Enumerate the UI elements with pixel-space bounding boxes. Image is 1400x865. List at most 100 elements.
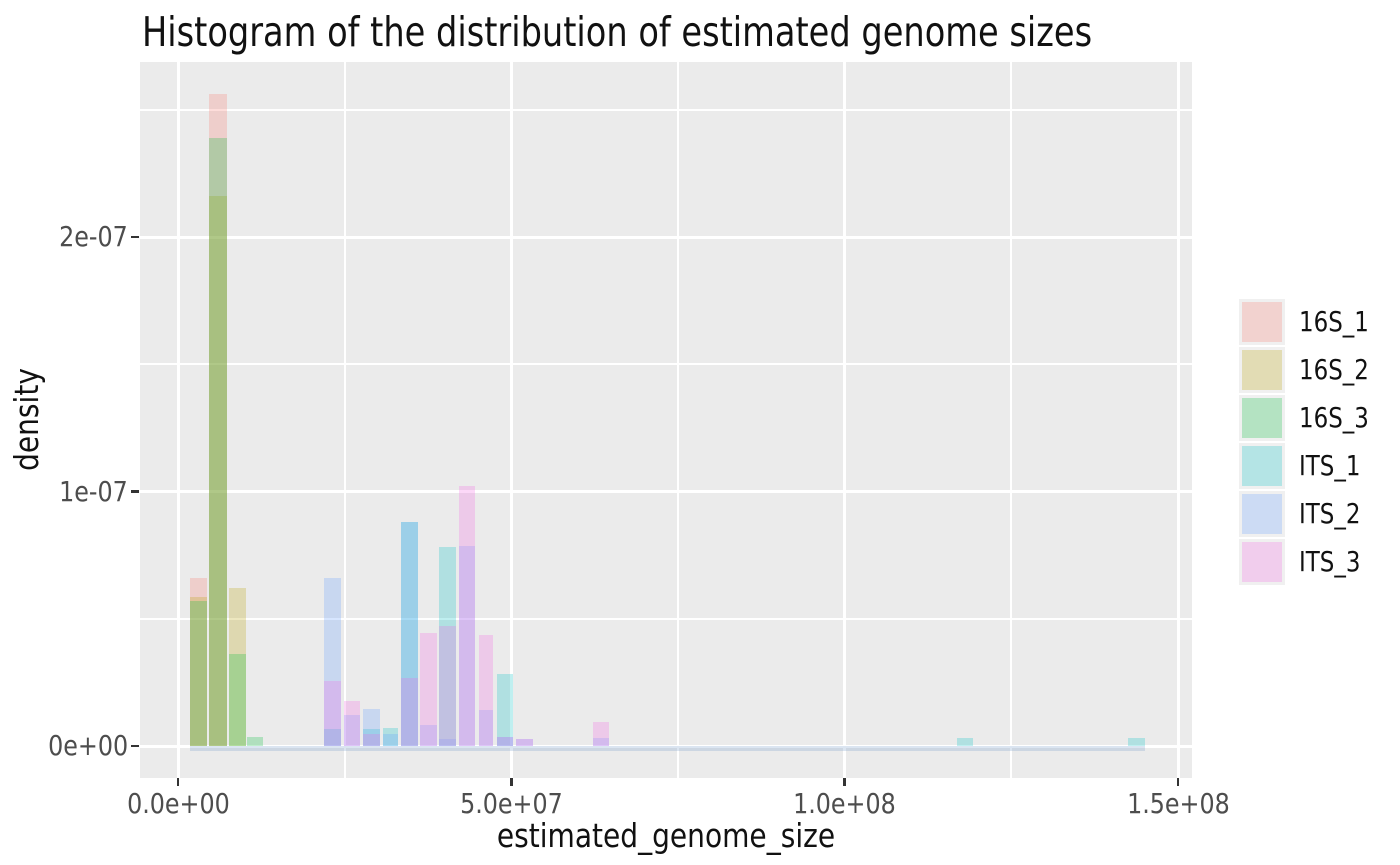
- x-tick-label-text: 1.5e+08: [1126, 787, 1230, 820]
- histogram-bar-ITS_2: [324, 578, 341, 746]
- histogram-bar-ITS_2: [401, 522, 418, 746]
- legend-key-16S_2: [1239, 347, 1285, 393]
- histogram-bar-ITS_1: [1128, 737, 1146, 746]
- histogram-bar-ITS_3: [401, 677, 418, 746]
- legend-key-16S_3: [1239, 395, 1285, 441]
- x-axis-title: estimated_genome_size: [366, 816, 966, 855]
- gridline-y-major: [140, 235, 1192, 239]
- x-tick-mark: [176, 778, 180, 786]
- x-tick-label: 0.0e+00: [78, 787, 278, 821]
- histogram-bar-ITS_2: [439, 739, 456, 746]
- legend-key-ITS_1: [1239, 443, 1285, 489]
- legend-swatch-ITS_3: [1242, 542, 1282, 582]
- histogram-bar-ITS_1: [324, 729, 341, 746]
- x-tick-label: 1.5e+08: [1078, 787, 1278, 821]
- histogram-bar-ITS_1: [439, 547, 456, 746]
- legend-key-ITS_2: [1239, 491, 1285, 537]
- x-tick-label-text: 5.0e+07: [459, 787, 563, 820]
- legend-label-text: 16S_1: [1299, 305, 1369, 338]
- legend-swatch-16S_3: [1242, 398, 1282, 438]
- legend-key-16S_1: [1239, 299, 1285, 345]
- gridline-x-major: [843, 62, 847, 778]
- gridline-x-minor: [677, 62, 679, 778]
- gridline-y-minor: [140, 617, 1192, 620]
- histogram-bar-ITS_2: [344, 715, 360, 746]
- x-tick-label-text: 0.0e+00: [126, 787, 230, 820]
- legend-label-text: 16S_2: [1299, 353, 1369, 386]
- gridline-y-minor: [140, 363, 1192, 366]
- histogram-bar-ITS_1: [382, 728, 398, 746]
- histogram-bar-ITS_3: [459, 486, 476, 746]
- y-tick-mark: [131, 235, 139, 239]
- histogram-bar-16S_3: [209, 137, 227, 746]
- histogram-bar-ITS_1: [401, 522, 418, 746]
- histogram-bar-16S_1: [190, 578, 207, 746]
- legend-label-ITS_3: ITS_3: [1299, 539, 1400, 585]
- chart-title: Histogram of the distribution of estimat…: [142, 12, 1301, 53]
- y-tick-label-text: 1e-07: [59, 474, 128, 508]
- histogram-bar-ITS_3: [362, 734, 380, 746]
- x-tick-mark: [1176, 778, 1180, 786]
- histogram-bar-ITS_3: [516, 738, 533, 746]
- plot-panel: [140, 62, 1192, 778]
- gridline-x-minor: [1010, 62, 1013, 778]
- histogram-bar-ITS_3: [324, 680, 341, 746]
- legend-label-ITS_1: ITS_1: [1299, 443, 1400, 489]
- y-axis-title: density: [7, 270, 46, 570]
- histogram-bar-ITS_3: [420, 633, 437, 746]
- y-axis-title-text: density: [7, 368, 46, 472]
- chart-title-text: Histogram of the distribution of estimat…: [142, 8, 1093, 56]
- legend-label-text: ITS_3: [1299, 545, 1361, 578]
- gridline-x-major: [176, 62, 180, 778]
- histogram-bar-16S_3: [247, 737, 264, 746]
- legend-label-ITS_2: ITS_2: [1299, 491, 1400, 537]
- histogram-bar-ITS_3: [344, 700, 360, 746]
- gridline-x-major: [509, 62, 513, 778]
- gridline-y-major: [140, 744, 1192, 748]
- histogram-bar-ITS_3: [496, 737, 514, 746]
- histogram-bar-ITS_2: [496, 737, 514, 746]
- histogram-bar-16S_2: [209, 196, 227, 746]
- gridline-x-major: [1176, 62, 1180, 778]
- x-axis-title-text: estimated_genome_size: [496, 816, 836, 855]
- legend-label-16S_3: 16S_3: [1299, 395, 1400, 441]
- histogram-bar-ITS_1: [496, 673, 514, 746]
- gridline-x-minor: [343, 62, 346, 778]
- histogram-bar-ITS_2: [362, 709, 380, 746]
- x-tick-mark: [843, 778, 846, 786]
- legend-swatch-16S_1: [1242, 302, 1282, 342]
- legend-swatch-ITS_2: [1242, 494, 1282, 534]
- histogram-bar-16S_3: [190, 600, 207, 746]
- y-tick-label: 2e-07: [16, 221, 128, 253]
- legend-label-16S_2: 16S_2: [1299, 347, 1400, 393]
- x-tick-label: 5.0e+07: [411, 787, 611, 821]
- legend-swatch-ITS_1: [1242, 446, 1282, 486]
- histogram-bar-ITS_1: [956, 737, 973, 746]
- x-tick-mark: [510, 778, 513, 786]
- gridline-y-minor: [140, 108, 1192, 111]
- histogram-bar-ITS_2: [382, 734, 398, 746]
- histogram-bar-ITS_3: [479, 635, 494, 746]
- histogram-bar-ITS_1: [362, 729, 380, 746]
- histogram-bar-ITS_3: [439, 625, 456, 746]
- legend-key-ITS_3: [1239, 539, 1285, 585]
- y-tick-mark: [131, 744, 139, 748]
- legend-label-text: ITS_2: [1299, 497, 1361, 530]
- x-tick-label-text: 1.0e+08: [793, 787, 897, 820]
- histogram-bar-ITS_2: [516, 738, 533, 746]
- histogram-bar-16S_1: [209, 94, 227, 746]
- x-tick-label: 1.0e+08: [745, 787, 945, 821]
- histogram-bar-ITS_2: [592, 737, 609, 746]
- histogram-bar-16S_3: [229, 654, 246, 746]
- y-tick-label: 1e-07: [16, 474, 128, 508]
- legend-swatch-16S_2: [1242, 350, 1282, 390]
- y-tick-mark: [131, 490, 139, 493]
- histogram-bar-ITS_2: [459, 545, 476, 746]
- y-tick-label: 0e+00: [16, 730, 128, 762]
- baseline-band: [190, 745, 1146, 751]
- histogram-bar-16S_2: [190, 597, 207, 746]
- histogram-bar-ITS_3: [592, 721, 609, 746]
- legend-label-text: ITS_1: [1299, 449, 1361, 482]
- y-tick-label-text: 0e+00: [47, 729, 128, 762]
